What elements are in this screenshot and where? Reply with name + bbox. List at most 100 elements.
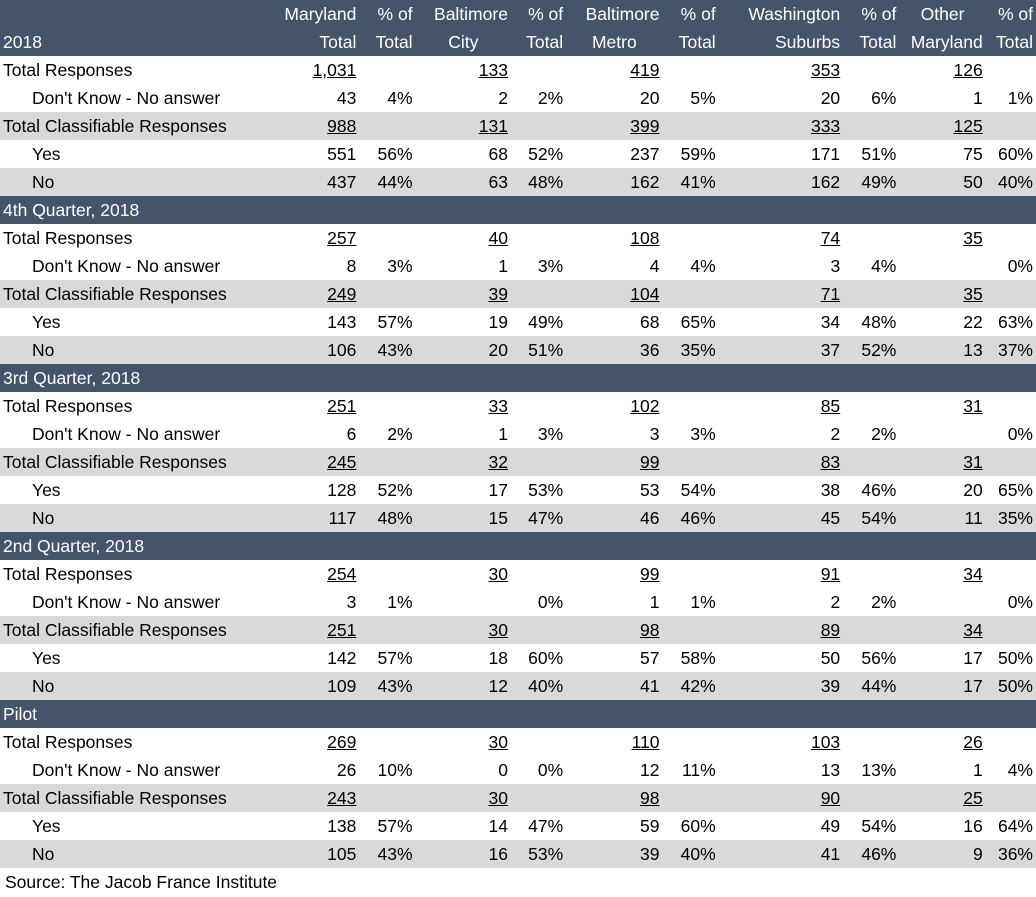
percent-cell: 37% <box>985 336 1036 364</box>
percent-cell: 59% <box>680 144 716 164</box>
percent-cell: 47% <box>510 504 567 532</box>
row-label: Total Classifiable Responses <box>0 448 274 476</box>
percent-cell <box>843 560 899 588</box>
percent-cell <box>511 56 566 84</box>
percent-cell: 54% <box>843 504 900 532</box>
row-label: Yes <box>32 312 61 332</box>
col-header-line2: Total <box>662 28 719 56</box>
percent-cell <box>843 224 899 252</box>
percent-cell: 6% <box>871 88 897 108</box>
percent-cell <box>662 112 719 140</box>
percent-cell: 65% <box>680 312 716 332</box>
percent-cell: 3% <box>690 424 716 444</box>
count-cell: 74 <box>820 228 841 248</box>
col-header-line1: Baltimore <box>566 0 663 28</box>
percent-cell <box>510 112 567 140</box>
count-cell: 17 <box>488 480 508 500</box>
count-cell: 41 <box>566 672 663 700</box>
count-cell: 3 <box>649 424 660 444</box>
percent-cell: 4% <box>1007 760 1033 780</box>
count-cell: 46 <box>566 504 663 532</box>
count-cell: 30 <box>415 616 511 644</box>
percent-cell <box>843 728 899 756</box>
count-cell: 251 <box>273 616 360 644</box>
table-row-no: No 437 44% 63 48% 162 41% 162 49% 50 40% <box>0 168 1036 196</box>
count-cell: 91 <box>820 564 841 584</box>
count-cell: 59 <box>640 816 660 836</box>
percent-cell <box>986 224 1036 252</box>
table-row-total-responses: Total Responses 254 30 99 91 34 <box>0 560 1036 588</box>
percent-cell <box>663 224 719 252</box>
percent-cell: 3% <box>537 424 564 444</box>
percent-cell <box>985 448 1036 476</box>
count-cell: 34 <box>899 616 986 644</box>
col-header-line1: Other <box>899 0 986 28</box>
count-cell: 30 <box>415 784 511 812</box>
count-cell: 37 <box>718 336 844 364</box>
count-cell: 142 <box>327 648 357 668</box>
percent-cell <box>663 56 719 84</box>
col-header-line1: Baltimore <box>415 0 511 28</box>
header-row-2: 2018 Total Total City Total Metro Total … <box>0 28 1036 56</box>
row-label: Total Responses <box>3 228 133 248</box>
count-cell: 251 <box>327 396 357 416</box>
percent-cell: 46% <box>843 840 900 868</box>
count-cell: 269 <box>327 732 357 752</box>
percent-cell: 1% <box>690 592 716 612</box>
count-cell: 75 <box>963 144 983 164</box>
count-cell: 105 <box>273 840 360 868</box>
table-row-don-t-know-no-answer: Don't Know - No answer 26 10% 0 0% 12 11% 13 13%… <box>0 756 1036 784</box>
count-cell: 89 <box>718 616 844 644</box>
table-row-total-responses: Total Responses 251 33 102 85 31 <box>0 392 1036 420</box>
count-cell: 31 <box>963 396 983 416</box>
percent-cell <box>510 280 567 308</box>
row-label: Total Responses <box>3 732 133 752</box>
percent-cell <box>359 56 415 84</box>
count-cell: 143 <box>327 312 357 332</box>
count-cell <box>416 588 511 616</box>
row-label: Yes <box>32 480 61 500</box>
count-cell: 35 <box>963 228 983 248</box>
col-header-line1: % of <box>843 0 900 28</box>
count-cell: 3 <box>346 592 357 612</box>
count-cell: 0 <box>498 760 508 780</box>
count-cell: 30 <box>488 564 508 584</box>
table-row-yes: Yes 551 56% 68 52% 237 59% 171 51% 75 60% <box>0 140 1036 168</box>
percent-cell <box>359 728 415 756</box>
percent-cell: 36% <box>985 840 1036 868</box>
percent-cell <box>359 224 415 252</box>
count-cell: 6 <box>346 424 357 444</box>
row-label: Total Responses <box>3 60 133 80</box>
table-row-yes: Yes 128 52% 17 53% 53 54% 38 46% 20 65% <box>0 476 1036 504</box>
percent-cell: 57% <box>377 816 413 836</box>
row-label: Total Classifiable Responses <box>0 616 274 644</box>
count-cell: 245 <box>273 448 360 476</box>
count-cell: 9 <box>899 840 986 868</box>
count-cell: 243 <box>273 784 360 812</box>
count-cell: 333 <box>718 112 844 140</box>
percent-cell: 52% <box>843 336 900 364</box>
count-cell: 33 <box>488 396 508 416</box>
percent-cell: 1% <box>1007 88 1033 108</box>
table-row-yes: Yes 143 57% 19 49% 68 65% 34 48% 22 63% <box>0 308 1036 336</box>
count-cell: 257 <box>327 228 357 248</box>
percent-cell <box>662 784 719 812</box>
row-label: No <box>0 504 274 532</box>
count-cell: 12 <box>640 760 660 780</box>
percent-cell: 53% <box>510 840 567 868</box>
count-cell: 31 <box>899 448 986 476</box>
percent-cell: 47% <box>528 816 564 836</box>
col-header-line2: Total <box>359 28 416 56</box>
table-row-don-t-know-no-answer: Don't Know - No answer 8 3% 1 3% 4 4% 3 4% 0% <box>0 252 1036 280</box>
percent-cell: 49% <box>528 312 564 332</box>
row-label: Total Classifiable Responses <box>0 280 274 308</box>
count-cell: 30 <box>488 732 508 752</box>
col-header-line1: % of <box>359 0 416 28</box>
percent-cell: 35% <box>662 336 719 364</box>
count-cell: 988 <box>273 112 360 140</box>
table-row-yes: Yes 142 57% 18 60% 57 58% 50 56% 17 50% <box>0 644 1036 672</box>
count-cell: 131 <box>415 112 511 140</box>
percent-cell: 4% <box>387 88 413 108</box>
table-row-don-t-know-no-answer: Don't Know - No answer 43 4% 2 2% 20 5% 20 6% 1 1% <box>0 84 1036 112</box>
percent-cell <box>985 784 1036 812</box>
